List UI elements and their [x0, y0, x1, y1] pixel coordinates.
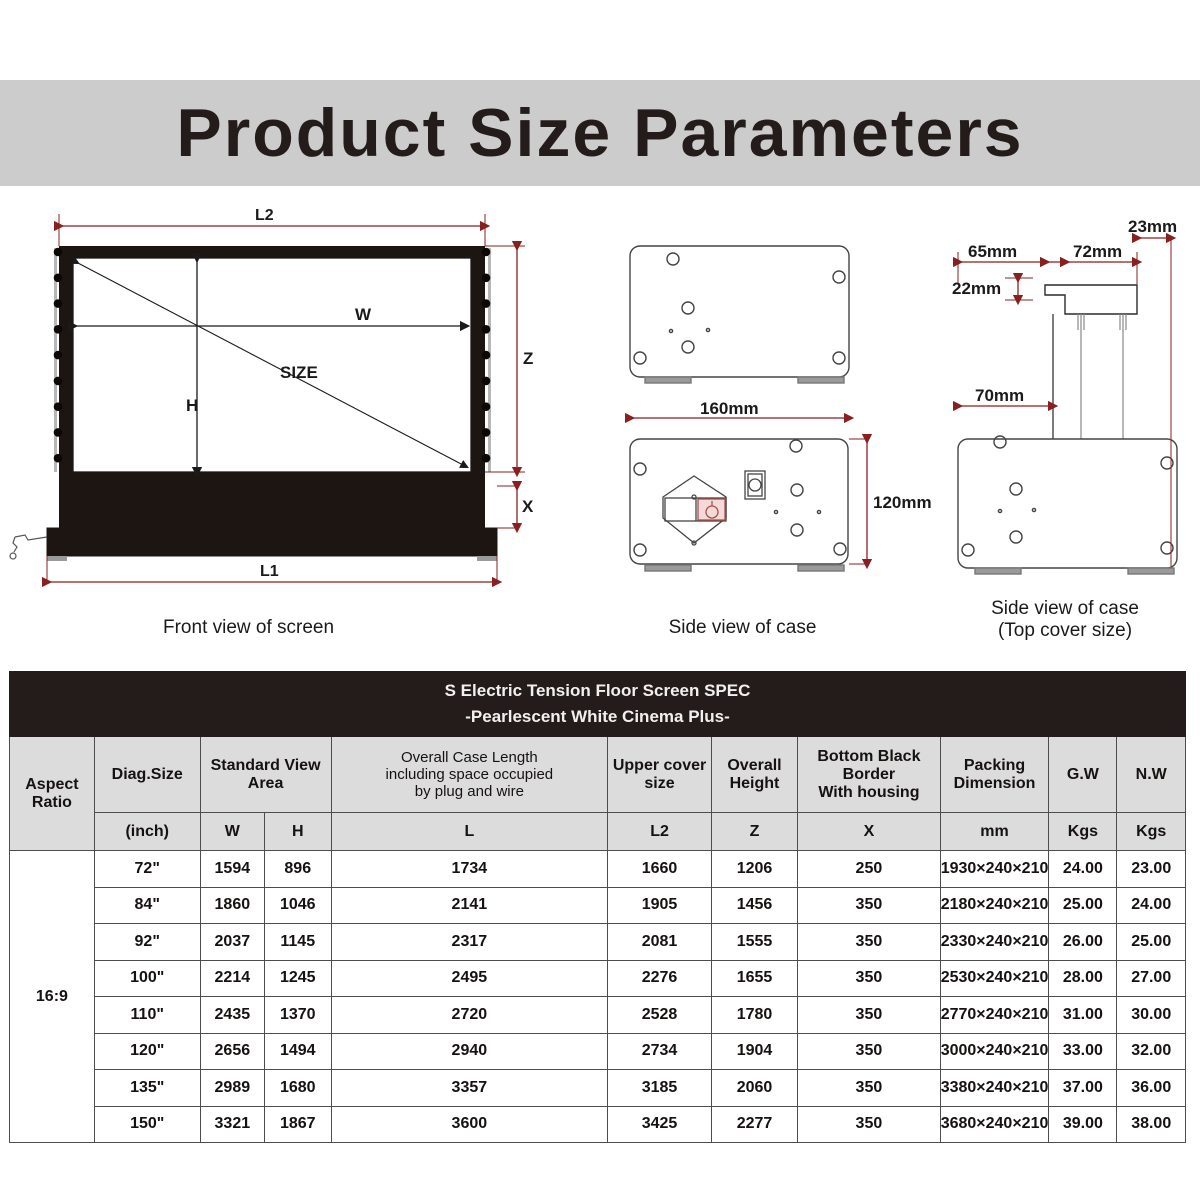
- svg-text:70mm: 70mm: [975, 386, 1024, 405]
- svg-text:65mm: 65mm: [968, 242, 1017, 261]
- svg-text:120mm: 120mm: [873, 493, 932, 512]
- svg-text:L2: L2: [255, 207, 274, 224]
- svg-text:23mm: 23mm: [1128, 217, 1177, 236]
- svg-text:72mm: 72mm: [1073, 242, 1122, 261]
- svg-text:22mm: 22mm: [952, 279, 1001, 298]
- svg-text:L1: L1: [260, 563, 279, 580]
- svg-text:SIZE: SIZE: [280, 363, 318, 382]
- svg-text:160mm: 160mm: [700, 399, 759, 418]
- svg-text:X: X: [522, 497, 534, 516]
- svg-text:Z: Z: [523, 349, 533, 368]
- svg-text:H: H: [186, 396, 198, 415]
- svg-text:W: W: [355, 305, 372, 324]
